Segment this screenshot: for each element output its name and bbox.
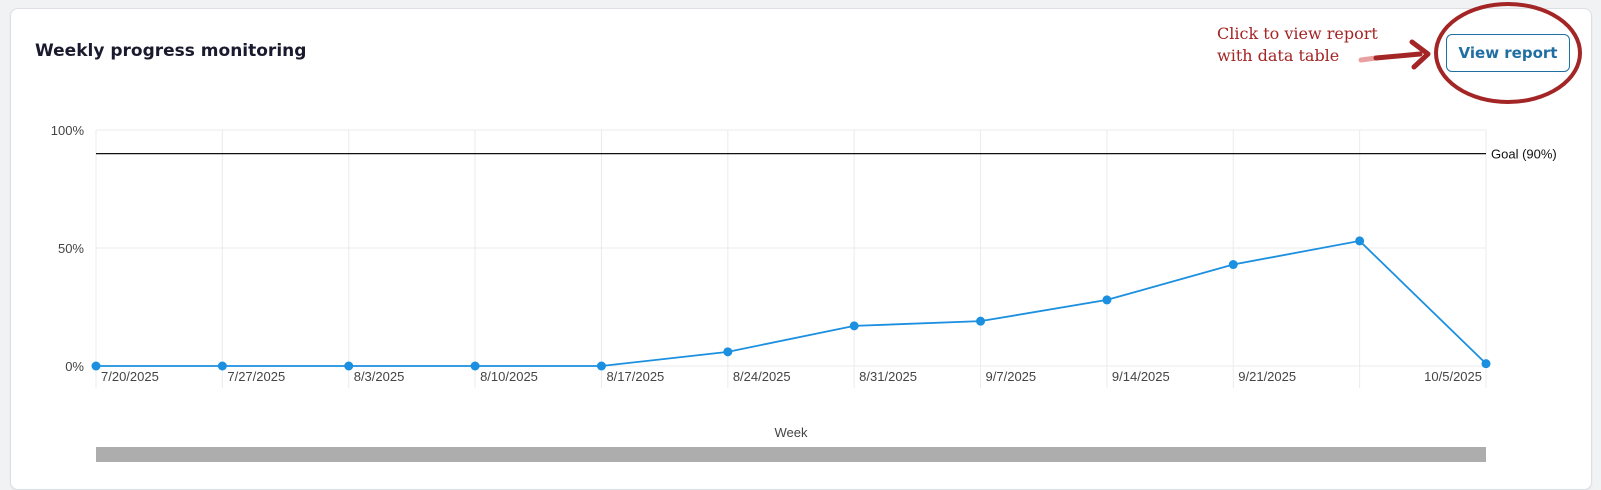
data-point <box>723 347 733 357</box>
x-tick-label: 8/17/2025 <box>606 369 664 384</box>
progress-card: Weekly progress monitoring View report <box>10 8 1592 490</box>
annotation-callout: Click to view report with data table <box>1217 23 1378 67</box>
x-tick-label: 10/5/2025 <box>1424 369 1482 384</box>
data-point <box>217 361 227 371</box>
y-tick-label: 100% <box>51 123 85 138</box>
data-point <box>91 361 101 371</box>
data-point <box>596 361 606 371</box>
annotation-line-1: Click to view report <box>1217 24 1378 43</box>
x-tick-label: 7/27/2025 <box>227 369 285 384</box>
series-line <box>96 239 1487 367</box>
x-tick-label: 7/20/2025 <box>101 369 159 384</box>
data-point <box>1355 236 1365 246</box>
annotation-line-2: with data table <box>1217 46 1340 65</box>
y-tick-label: 50% <box>58 241 84 256</box>
data-point <box>1228 260 1238 270</box>
data-point <box>344 361 354 371</box>
x-tick-label: 8/24/2025 <box>733 369 791 384</box>
x-tick-label: 9/14/2025 <box>1112 369 1170 384</box>
data-point <box>1102 295 1112 305</box>
data-point <box>1481 359 1491 369</box>
data-point <box>976 316 986 326</box>
x-tick-label: 9/7/2025 <box>986 369 1037 384</box>
view-report-button[interactable]: View report <box>1446 34 1570 72</box>
data-point <box>470 361 480 371</box>
y-tick-label: 0% <box>65 359 84 374</box>
x-tick-label: 8/31/2025 <box>859 369 917 384</box>
x-tick-label: 9/21/2025 <box>1238 369 1296 384</box>
horizontal-scrollbar[interactable] <box>96 447 1486 462</box>
data-point <box>849 321 859 331</box>
card-title: Weekly progress monitoring <box>35 41 307 61</box>
progress-line-chart: 0% 50% 100% 7/20/2025 7/27/2025 8/3/2025 8/10/… <box>51 123 1557 462</box>
x-tick-label: 8/3/2025 <box>354 369 405 384</box>
x-axis-label: Week <box>775 425 808 440</box>
goal-label: Goal (90%) <box>1491 147 1557 162</box>
x-tick-label: 8/10/2025 <box>480 369 538 384</box>
